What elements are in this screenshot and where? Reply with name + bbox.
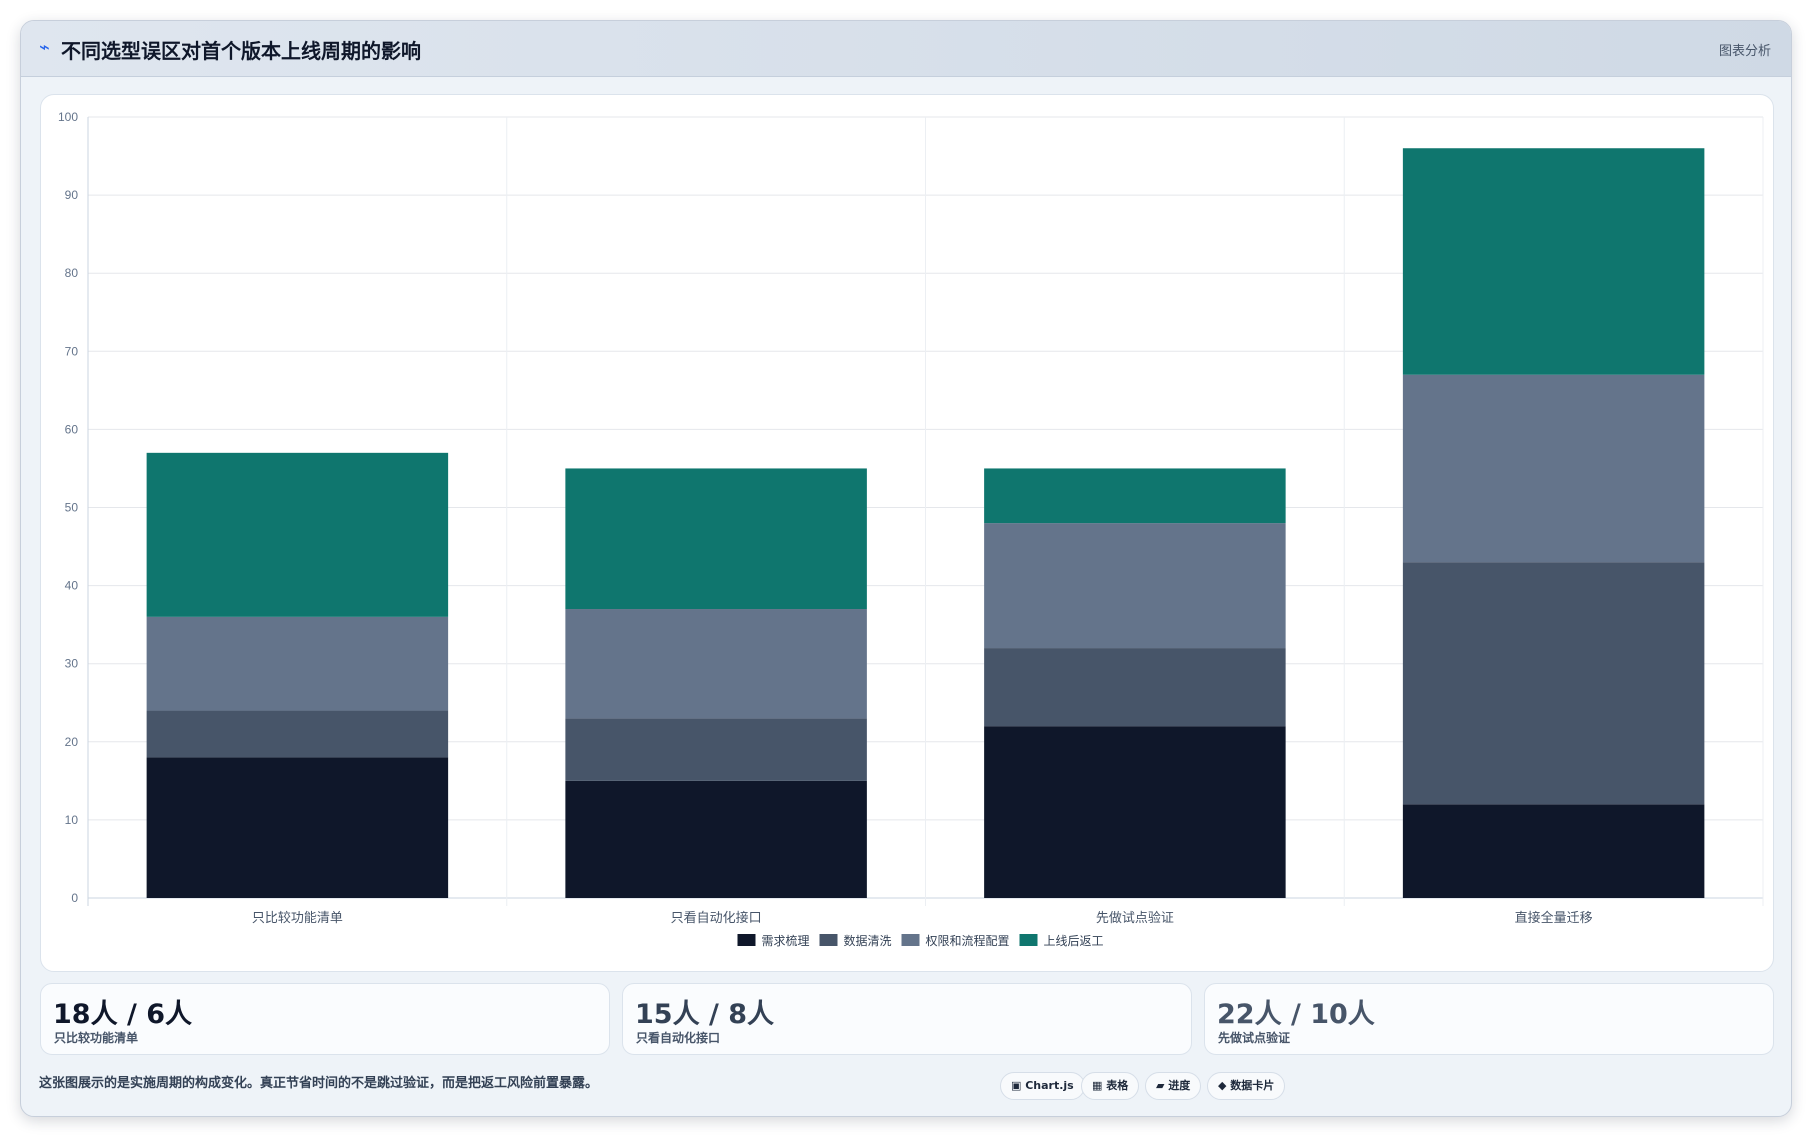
bar-segment bbox=[565, 609, 867, 719]
x-tick-label: 先做试点验证 bbox=[1096, 910, 1174, 925]
chip-table[interactable]: ▦ 表格 bbox=[1081, 1072, 1140, 1100]
legend-swatch bbox=[1019, 934, 1038, 946]
stat-label: 只比较功能清单 bbox=[54, 1031, 139, 1045]
chart-card: ⌁ 不同选型误区对首个版本上线周期的影响 图表分析 0 10 20 30 40 50 60 7… bbox=[20, 20, 1792, 1117]
bar-segment bbox=[984, 726, 1286, 898]
y-tick-label: 10 bbox=[65, 813, 79, 827]
chip-progress[interactable]: ▰ 进度 bbox=[1145, 1072, 1202, 1100]
stat-value: 15人 / 8人 bbox=[635, 999, 775, 1030]
card-header: ⌁ 不同选型误区对首个版本上线周期的影响 图表分析 bbox=[21, 21, 1791, 77]
bar-segment bbox=[1402, 374, 1705, 563]
legend-label: 数据清洗 bbox=[844, 933, 892, 948]
chart-panel: 0 10 20 30 40 50 60 70 80 90 100 只比较功能清单 只看自动化接口 先做试点… bbox=[40, 94, 1774, 972]
stat-label: 先做试点验证 bbox=[1218, 1031, 1291, 1045]
legend-label: 需求梳理 bbox=[762, 933, 810, 948]
y-tick-label: 20 bbox=[65, 735, 79, 749]
legend-swatch bbox=[819, 934, 838, 946]
bar-segment bbox=[1402, 562, 1705, 805]
bar-segment bbox=[146, 757, 449, 898]
bar-segment bbox=[565, 468, 867, 610]
y-tick-label: 100 bbox=[58, 110, 78, 124]
chart-line-icon: ⌁ bbox=[39, 37, 50, 58]
bar-segment bbox=[1402, 804, 1705, 898]
x-tick-label: 直接全量迁移 bbox=[1515, 910, 1593, 925]
bar-segment bbox=[984, 523, 1286, 649]
stat-card-2: 15人 / 8人 只看自动化接口 bbox=[622, 983, 1192, 1055]
bar-segment bbox=[146, 710, 449, 758]
chip-data-cards[interactable]: ◆ 数据卡片 bbox=[1207, 1072, 1286, 1100]
legend-label: 权限和流程配置 bbox=[926, 933, 1010, 948]
stat-label: 只看自动化接口 bbox=[636, 1031, 721, 1045]
bar-segment bbox=[984, 648, 1286, 727]
card-title: 不同选型误区对首个版本上线周期的影响 bbox=[61, 39, 421, 63]
y-tick-label: 90 bbox=[65, 188, 79, 202]
footer-note: 这张图展示的是实施周期的构成变化。真正节省时间的不是跳过验证，而是把返工风险前置… bbox=[39, 1076, 599, 1091]
y-tick-label: 60 bbox=[65, 422, 79, 436]
stacked-bar-chart: 0 10 20 30 40 50 60 70 80 90 100 只比较功能清单 只看自动化接口 先做试点… bbox=[58, 110, 1764, 948]
legend-label: 上线后返工 bbox=[1044, 934, 1104, 948]
stat-value: 18人 / 6人 bbox=[53, 999, 193, 1030]
stat-card-3: 22人 / 10人 先做试点验证 bbox=[1204, 983, 1774, 1055]
y-tick-label: 30 bbox=[65, 657, 79, 671]
y-tick-label: 40 bbox=[65, 579, 79, 593]
stat-card-1: 18人 / 6人 只比较功能清单 bbox=[40, 983, 610, 1055]
y-tick-label: 0 bbox=[71, 891, 78, 905]
y-tick-label: 80 bbox=[65, 266, 79, 280]
legend-swatch bbox=[901, 934, 920, 946]
bar-segment bbox=[565, 718, 867, 781]
legend-swatch bbox=[737, 934, 756, 946]
x-tick-label: 只看自动化接口 bbox=[671, 910, 762, 925]
bar-segment bbox=[565, 780, 867, 898]
chart-analysis-link[interactable]: 图表分析 bbox=[1718, 44, 1771, 59]
y-tick-label: 70 bbox=[65, 344, 79, 358]
bar-segment bbox=[984, 468, 1286, 524]
chip-chartjs[interactable]: ▣ Chart.js bbox=[1000, 1072, 1085, 1100]
bar-segment bbox=[146, 616, 449, 711]
bar-segment bbox=[1402, 148, 1705, 375]
y-tick-label: 50 bbox=[65, 501, 79, 515]
stat-value: 22人 / 10人 bbox=[1217, 999, 1375, 1030]
x-tick-label: 只比较功能清单 bbox=[252, 910, 343, 925]
bar-segment bbox=[146, 452, 449, 617]
